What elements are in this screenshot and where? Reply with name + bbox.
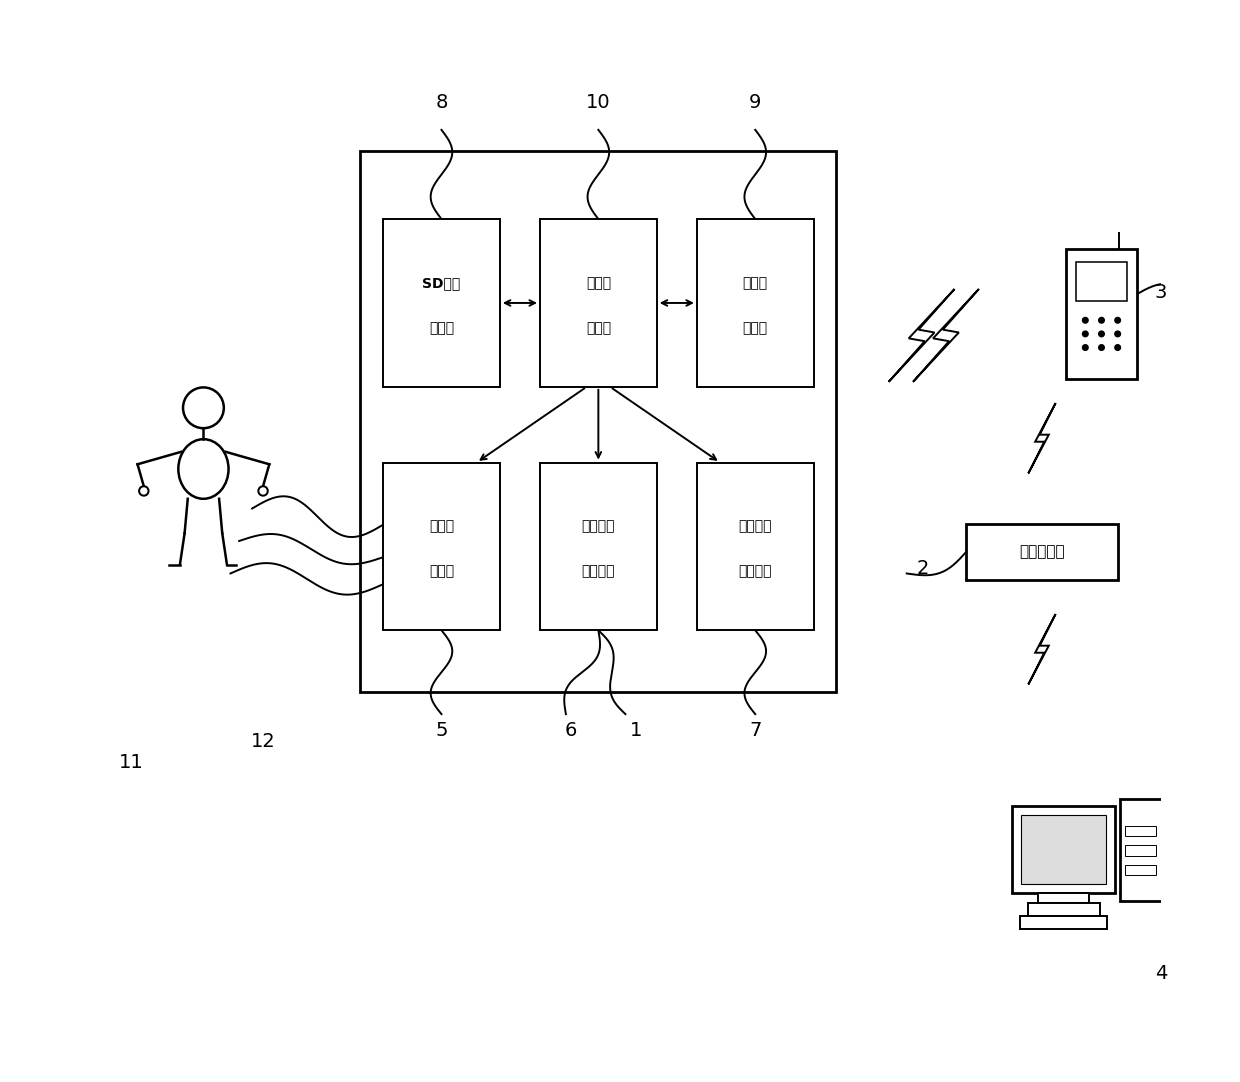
Text: 6: 6 <box>565 721 578 740</box>
Text: 云端服务器: 云端服务器 <box>1019 544 1065 559</box>
Bar <box>1021 815 1106 884</box>
Bar <box>1076 262 1127 301</box>
Circle shape <box>1083 317 1089 324</box>
Circle shape <box>1083 331 1089 337</box>
Text: 牙模块: 牙模块 <box>743 321 768 335</box>
Text: 1: 1 <box>630 721 642 740</box>
Text: SD卡存: SD卡存 <box>423 276 460 290</box>
Text: 理模块: 理模块 <box>429 565 454 579</box>
Bar <box>539 219 657 387</box>
Text: 3: 3 <box>1154 282 1167 302</box>
Bar <box>1125 826 1156 836</box>
Circle shape <box>1099 317 1105 324</box>
Circle shape <box>184 387 224 428</box>
Bar <box>966 524 1117 580</box>
Text: 心电调: 心电调 <box>429 519 454 533</box>
Text: 9: 9 <box>749 93 761 113</box>
Circle shape <box>1115 331 1121 337</box>
Text: 器模块: 器模块 <box>585 321 611 335</box>
Polygon shape <box>1028 615 1055 684</box>
Text: 定位模块: 定位模块 <box>582 565 615 579</box>
Text: 储模块: 储模块 <box>429 321 454 335</box>
Circle shape <box>1099 331 1105 337</box>
Bar <box>1125 865 1156 875</box>
Polygon shape <box>913 289 978 382</box>
Text: 7: 7 <box>749 721 761 740</box>
Text: 感器模块: 感器模块 <box>739 565 773 579</box>
Circle shape <box>1083 345 1089 351</box>
Text: 2: 2 <box>916 558 929 578</box>
Circle shape <box>258 486 268 496</box>
Text: 8: 8 <box>435 93 448 113</box>
Bar <box>1038 893 1089 903</box>
Circle shape <box>1099 345 1105 351</box>
Bar <box>1125 845 1156 856</box>
Bar <box>361 151 837 692</box>
Text: 10: 10 <box>587 93 610 113</box>
Bar <box>697 219 813 387</box>
Bar <box>383 463 500 630</box>
Circle shape <box>1115 345 1121 351</box>
Bar <box>1021 916 1107 929</box>
Text: 北斗实时: 北斗实时 <box>582 519 615 533</box>
Text: 微控制: 微控制 <box>585 276 611 290</box>
Bar <box>383 219 500 387</box>
Circle shape <box>1115 317 1121 324</box>
Text: 5: 5 <box>435 721 448 740</box>
Bar <box>697 463 813 630</box>
Text: 4: 4 <box>1154 964 1167 984</box>
Circle shape <box>139 486 149 496</box>
Polygon shape <box>889 289 955 382</box>
Bar <box>1121 799 1162 901</box>
Polygon shape <box>1028 404 1055 474</box>
Bar <box>1066 249 1137 379</box>
Text: 12: 12 <box>250 731 275 751</box>
Text: 加速度传: 加速度传 <box>739 519 773 533</box>
Ellipse shape <box>179 439 228 499</box>
Bar <box>1028 903 1100 916</box>
Bar <box>539 463 657 630</box>
Bar <box>1012 806 1115 893</box>
Text: 无线蓝: 无线蓝 <box>743 276 768 290</box>
Text: 11: 11 <box>119 753 144 773</box>
